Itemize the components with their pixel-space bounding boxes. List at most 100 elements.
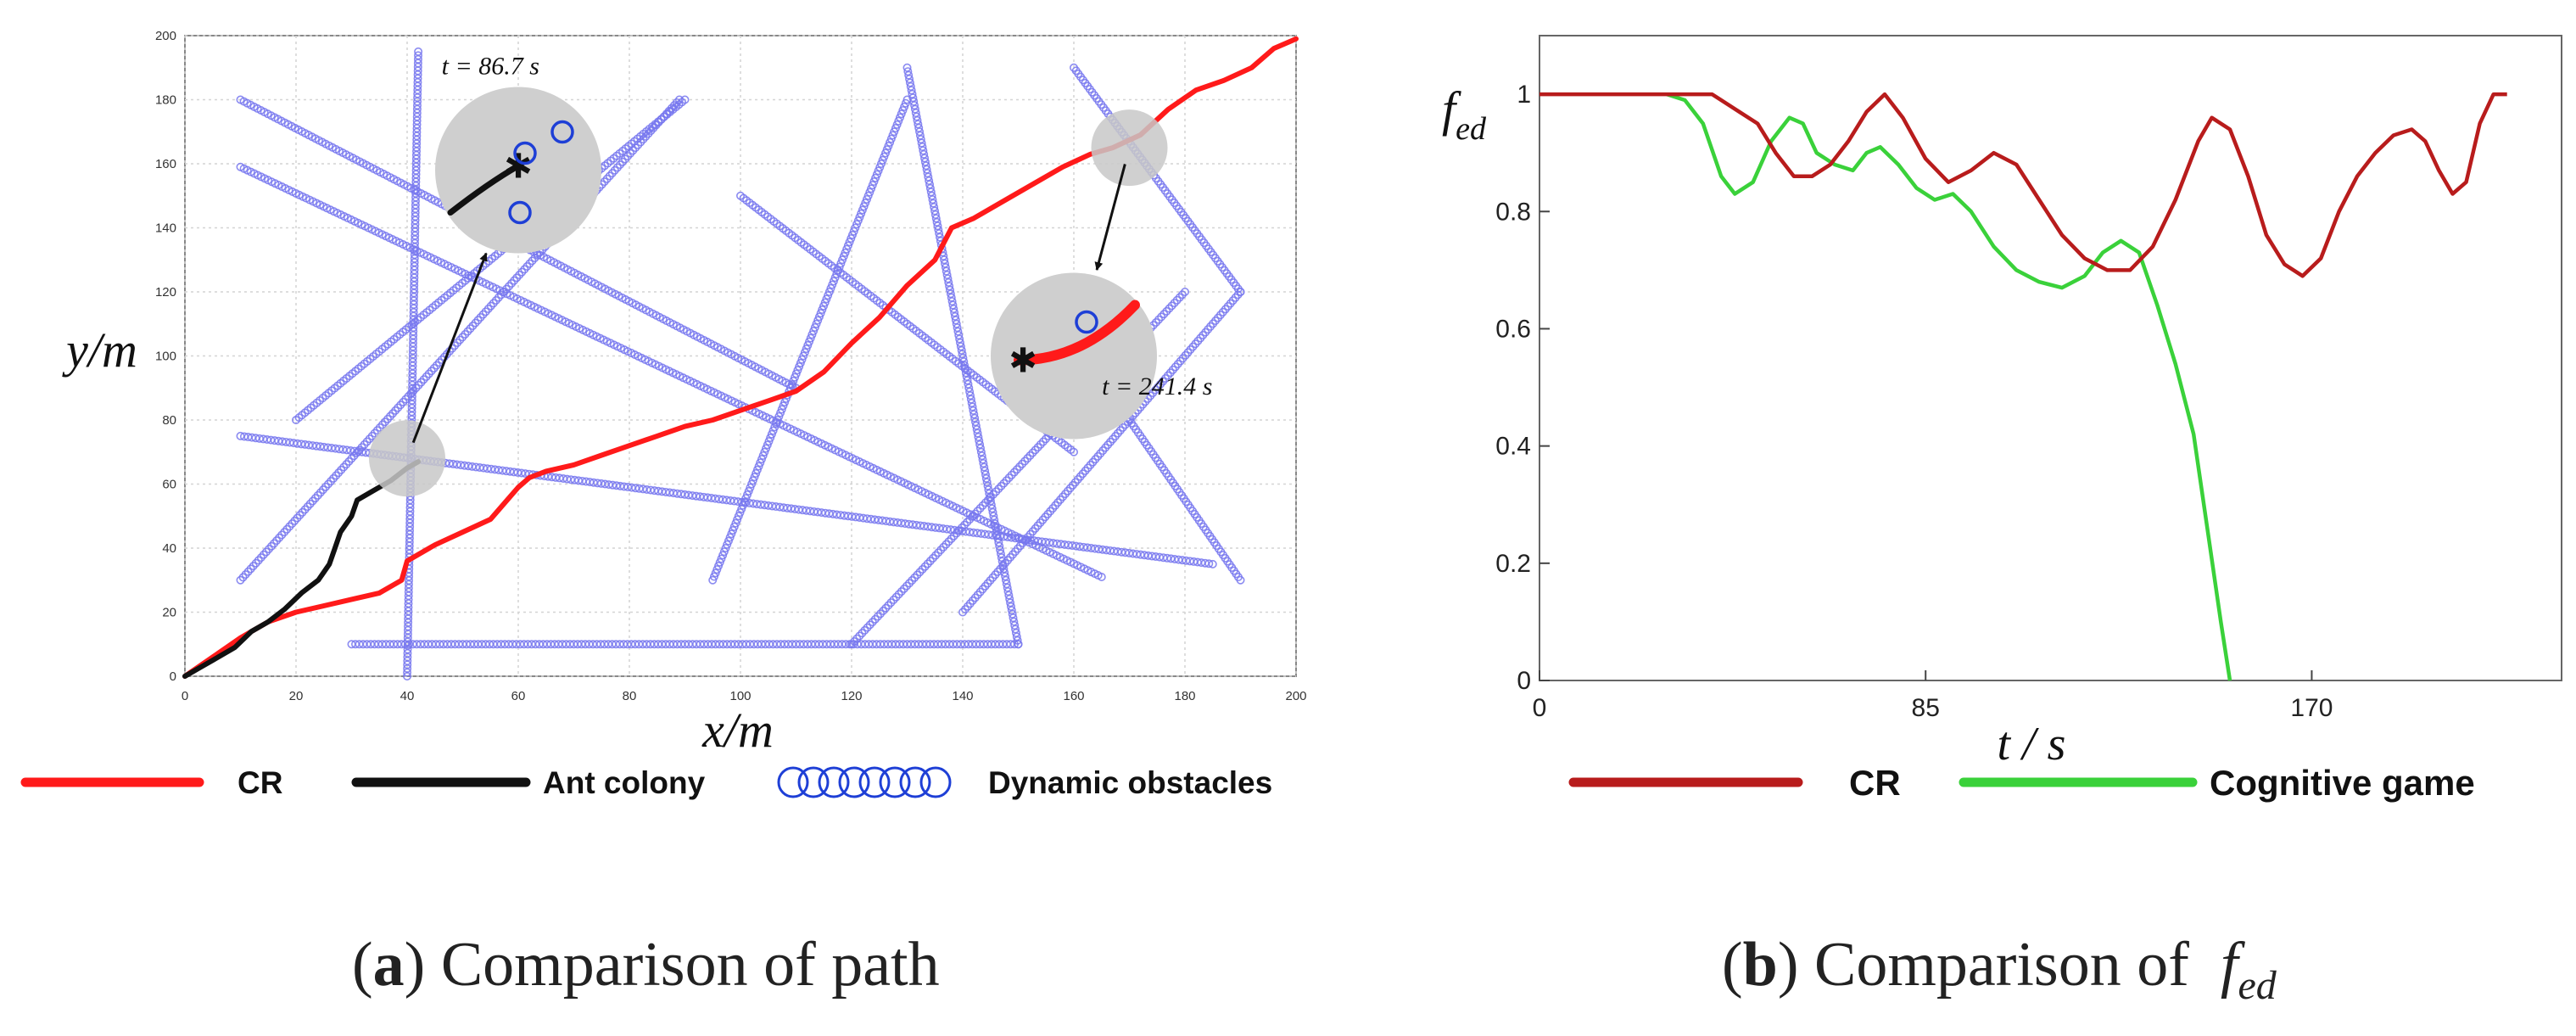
- obstacle-marker: [902, 581, 911, 591]
- obstacle-marker: [999, 479, 1009, 488]
- y-tick-label: 40: [162, 541, 176, 556]
- obstacle-marker: [414, 51, 423, 60]
- obstacle-marker: [1154, 315, 1164, 324]
- zoom-path-segment: [1014, 300, 1140, 366]
- path-ticks: 0 20 40 60 80 100 120 140 160 180 200 0 20 40 60 80 100 1…: [155, 29, 1307, 703]
- obstacle-marker: [915, 568, 925, 577]
- obstacle-marker: [886, 598, 896, 608]
- x-tick-label: 200: [1285, 689, 1306, 703]
- caption-b: (b) Comparison of fed: [1722, 930, 2277, 1008]
- y-tick-label: 160: [155, 157, 176, 171]
- y-tick-label: 80: [162, 413, 176, 428]
- x-tick-label: 180: [1174, 689, 1195, 703]
- legend-obstacle-marker: [899, 766, 931, 798]
- fed-legend: CR Cognitive game: [1568, 763, 2475, 803]
- obstacle-marker: [1165, 304, 1174, 313]
- y-tick-label: 0: [170, 669, 176, 684]
- obstacle-marker: [997, 481, 1006, 490]
- obstacle-marker: [1004, 473, 1014, 483]
- obstacle-marker: [414, 47, 423, 56]
- obstacle-marker: [939, 542, 948, 552]
- obstacle-marker: [954, 526, 964, 535]
- obstacle-marker: [855, 631, 864, 641]
- obstacle-marker: [1002, 476, 1011, 485]
- legend-ant-colony-label: Ant colony: [543, 765, 706, 800]
- x-tick-label: 20: [289, 689, 304, 703]
- zoom-obstacle-marker: [550, 120, 574, 144]
- path-y-axis-label: y/m: [62, 322, 137, 378]
- obstacle-marker: [889, 595, 898, 604]
- obstacle-marker: [891, 592, 901, 602]
- obstacle-marker: [910, 573, 919, 582]
- zoom-arrow: [1094, 164, 1126, 272]
- x-tick-label: 120: [841, 689, 862, 703]
- zoom-obstacle-marker: [513, 141, 537, 165]
- x-tick-label: 0: [182, 689, 188, 703]
- obstacle-marker: [865, 620, 874, 630]
- fed-y-axis-label-sub: ed: [1456, 111, 1487, 147]
- obstacle-marker: [1151, 317, 1160, 327]
- obstacle-marker: [870, 614, 880, 624]
- obstacle-marker: [920, 562, 930, 571]
- zoom-detail-circle: [435, 87, 601, 254]
- obstacle-marker: [963, 518, 972, 527]
- obstacle-marker: [1167, 301, 1176, 311]
- obstacle-marker: [952, 529, 961, 538]
- caption-b-subscript: ed: [2238, 962, 2277, 1008]
- obstacle-marker: [965, 515, 975, 524]
- obstacle-marker: [944, 537, 953, 546]
- y-tick-label: 0.2: [1495, 550, 1531, 578]
- obstacle-marker: [1031, 445, 1040, 455]
- legend-obstacle-marker: [797, 766, 830, 798]
- obstacle-marker: [1018, 459, 1027, 468]
- obstacle-marker: [680, 95, 690, 104]
- cr-fed-line: [1539, 92, 2507, 278]
- fed-chart: 0 85 170 0 0.2 0.4 0.6 0.8 1 t / s fed CR Cogniti…: [1442, 35, 2562, 803]
- obstacle-marker: [1023, 454, 1032, 463]
- obstacle-track: [708, 95, 912, 585]
- zoom-arrow: [411, 252, 488, 444]
- ant-colony-path: [182, 459, 422, 679]
- obstacle-track: [402, 47, 423, 680]
- legend-cr-label: CR: [237, 765, 282, 800]
- obstacle-marker: [983, 496, 992, 505]
- caption-a-label: a: [372, 930, 405, 1000]
- caption-b-text: Comparison of: [1813, 930, 2189, 1000]
- obstacle-marker: [923, 559, 932, 568]
- path-x-axis-label: x/m: [701, 703, 774, 758]
- obstacle-marker: [1204, 559, 1214, 568]
- obstacle-marker: [868, 618, 877, 627]
- legend-obstacle-marker: [919, 766, 952, 798]
- obstacle-marker: [1172, 295, 1182, 305]
- y-tick-label: 60: [162, 478, 176, 492]
- obstacle-marker: [981, 498, 990, 507]
- x-tick-label: 140: [952, 689, 973, 703]
- obstacle-marker: [1236, 575, 1245, 585]
- obstacle-marker: [1177, 290, 1187, 300]
- obstacle-marker: [850, 636, 859, 646]
- obstacle-marker: [1181, 287, 1190, 296]
- obstacle-marker: [934, 548, 943, 557]
- legend-obstacle-marker: [838, 766, 870, 798]
- time-annotations: t = 86.7 s t = 241.4 s: [442, 52, 1213, 400]
- time-annotation: t = 86.7 s: [442, 52, 539, 80]
- obstacle-marker: [1025, 451, 1035, 460]
- obstacle-marker: [1009, 468, 1019, 477]
- obstacle-marker: [931, 551, 941, 560]
- path-legend: CR Ant colony Dynamic obstacles: [20, 765, 1272, 800]
- zoom-obstacle-marker: [1075, 310, 1098, 334]
- obstacle-marker: [989, 490, 998, 499]
- y-tick-label: 120: [155, 285, 176, 300]
- x-tick-label: 80: [623, 689, 637, 703]
- robot-marker: ✱: [1009, 343, 1037, 380]
- obstacle-marker: [1162, 306, 1171, 316]
- fed-x-axis-label: t / s: [1998, 718, 2066, 770]
- obstacle-marker: [970, 509, 980, 518]
- obstacle-marker: [908, 576, 917, 585]
- obstacle-marker: [918, 564, 927, 574]
- zoom-source-circle: [1091, 109, 1168, 187]
- obstacle-marker: [905, 579, 914, 588]
- obstacle-marker: [978, 501, 987, 510]
- y-tick-label: 0.8: [1495, 198, 1531, 226]
- time-annotation: t = 241.4 s: [1102, 372, 1212, 400]
